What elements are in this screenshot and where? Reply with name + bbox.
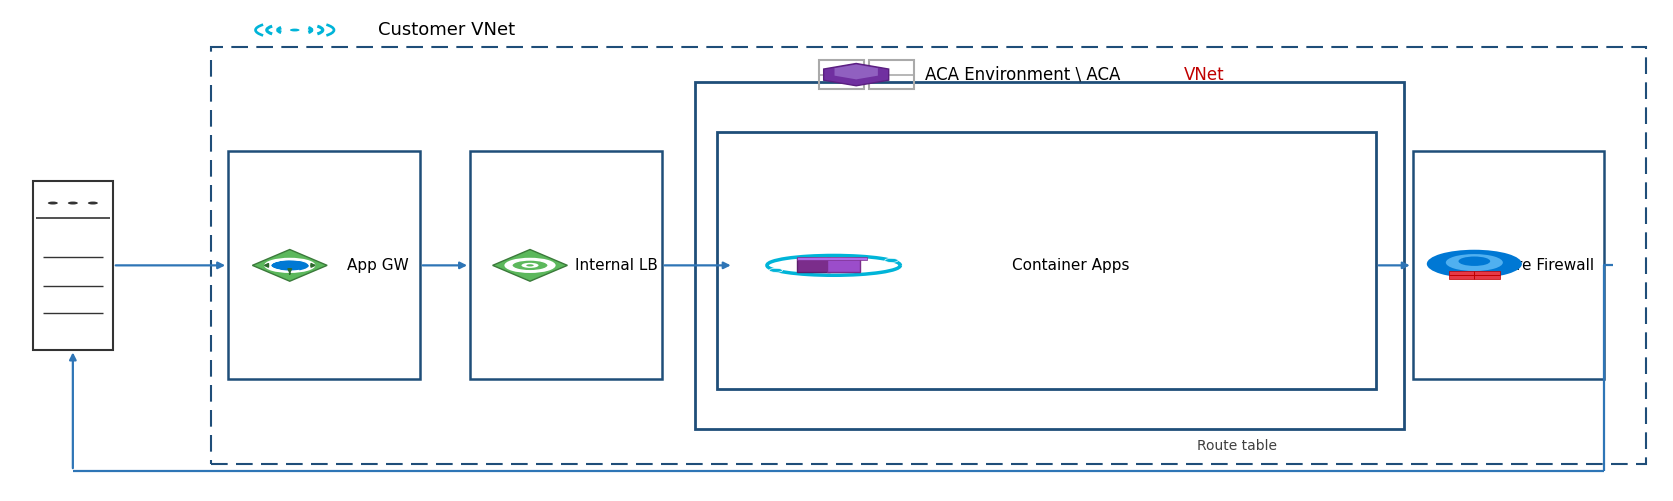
FancyBboxPatch shape xyxy=(796,258,867,261)
Circle shape xyxy=(69,201,79,204)
Polygon shape xyxy=(253,249,326,281)
Circle shape xyxy=(1445,254,1502,271)
FancyBboxPatch shape xyxy=(1449,271,1499,279)
Circle shape xyxy=(264,258,315,273)
Circle shape xyxy=(87,201,97,204)
FancyBboxPatch shape xyxy=(796,259,830,273)
Text: VNet: VNet xyxy=(1183,66,1223,84)
Circle shape xyxy=(522,263,539,268)
Text: Internal LB: Internal LB xyxy=(576,258,657,273)
Polygon shape xyxy=(492,249,567,281)
Circle shape xyxy=(49,201,59,204)
Circle shape xyxy=(885,259,898,263)
FancyBboxPatch shape xyxy=(826,259,860,273)
Polygon shape xyxy=(823,64,888,86)
Text: App GW: App GW xyxy=(346,258,408,273)
Circle shape xyxy=(768,269,781,273)
Circle shape xyxy=(271,260,310,271)
Circle shape xyxy=(1425,249,1521,278)
Text: Container Apps: Container Apps xyxy=(1010,258,1129,273)
Circle shape xyxy=(512,260,547,271)
Polygon shape xyxy=(835,65,877,79)
Text: Azure Firewall: Azure Firewall xyxy=(1487,258,1593,273)
Text: Customer VNet: Customer VNet xyxy=(378,21,515,39)
Circle shape xyxy=(1457,257,1489,266)
Circle shape xyxy=(525,264,534,267)
Text: ACA Environment \ ACA: ACA Environment \ ACA xyxy=(925,66,1126,84)
Circle shape xyxy=(289,29,299,32)
Text: Route table: Route table xyxy=(1196,439,1276,453)
Circle shape xyxy=(504,258,555,273)
